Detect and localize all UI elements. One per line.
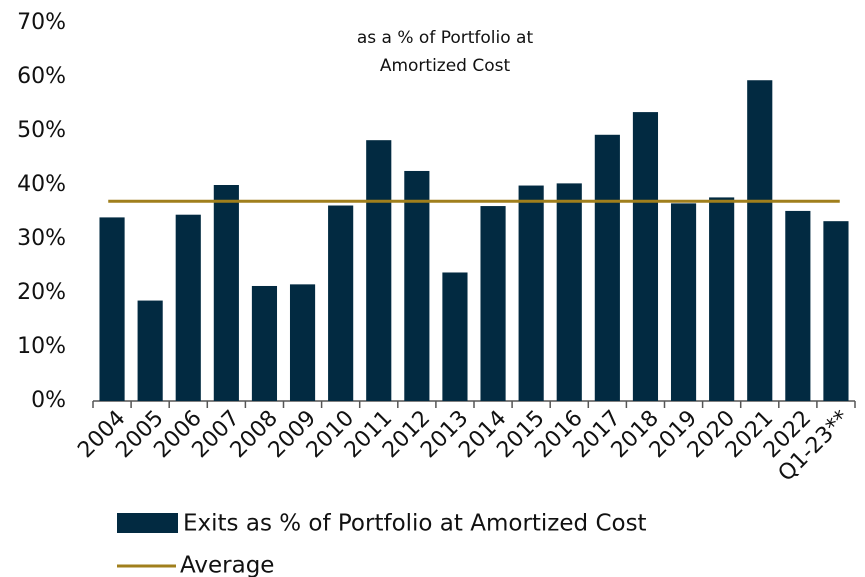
y-tick-label: 40%: [17, 172, 66, 197]
bar: [404, 170, 430, 401]
bar: [670, 203, 697, 401]
bar: [480, 206, 506, 401]
bar: [556, 183, 582, 401]
bar: [366, 140, 392, 401]
bar: [137, 300, 163, 401]
bar: [251, 285, 278, 401]
bar: [518, 185, 544, 401]
y-tick-label: 50%: [17, 118, 66, 143]
y-tick-label: 30%: [17, 226, 66, 251]
y-tick-label: 10%: [17, 334, 66, 359]
bar: [823, 221, 849, 401]
bar: [442, 272, 468, 401]
annotation: Amortized Cost: [380, 56, 511, 76]
y-tick-label: 0%: [31, 388, 66, 413]
bar: [328, 205, 354, 401]
bar: [289, 284, 316, 401]
bar: [175, 214, 201, 401]
y-tick-label: 60%: [17, 64, 66, 89]
bar: [99, 217, 125, 401]
bar: [213, 185, 239, 401]
bar: [594, 134, 620, 401]
bar: [785, 210, 811, 401]
bar: [747, 80, 773, 402]
legend-swatch: [117, 513, 178, 533]
bar: [632, 112, 659, 401]
y-tick-label: 20%: [17, 280, 66, 305]
legend-label: Exits as % of Portfolio at Amortized Cos…: [183, 511, 647, 537]
legend-label: Average: [180, 553, 274, 577]
bar: [709, 197, 735, 401]
annotation: as a % of Portfolio at: [357, 28, 534, 48]
y-tick-label: 70%: [17, 10, 66, 35]
